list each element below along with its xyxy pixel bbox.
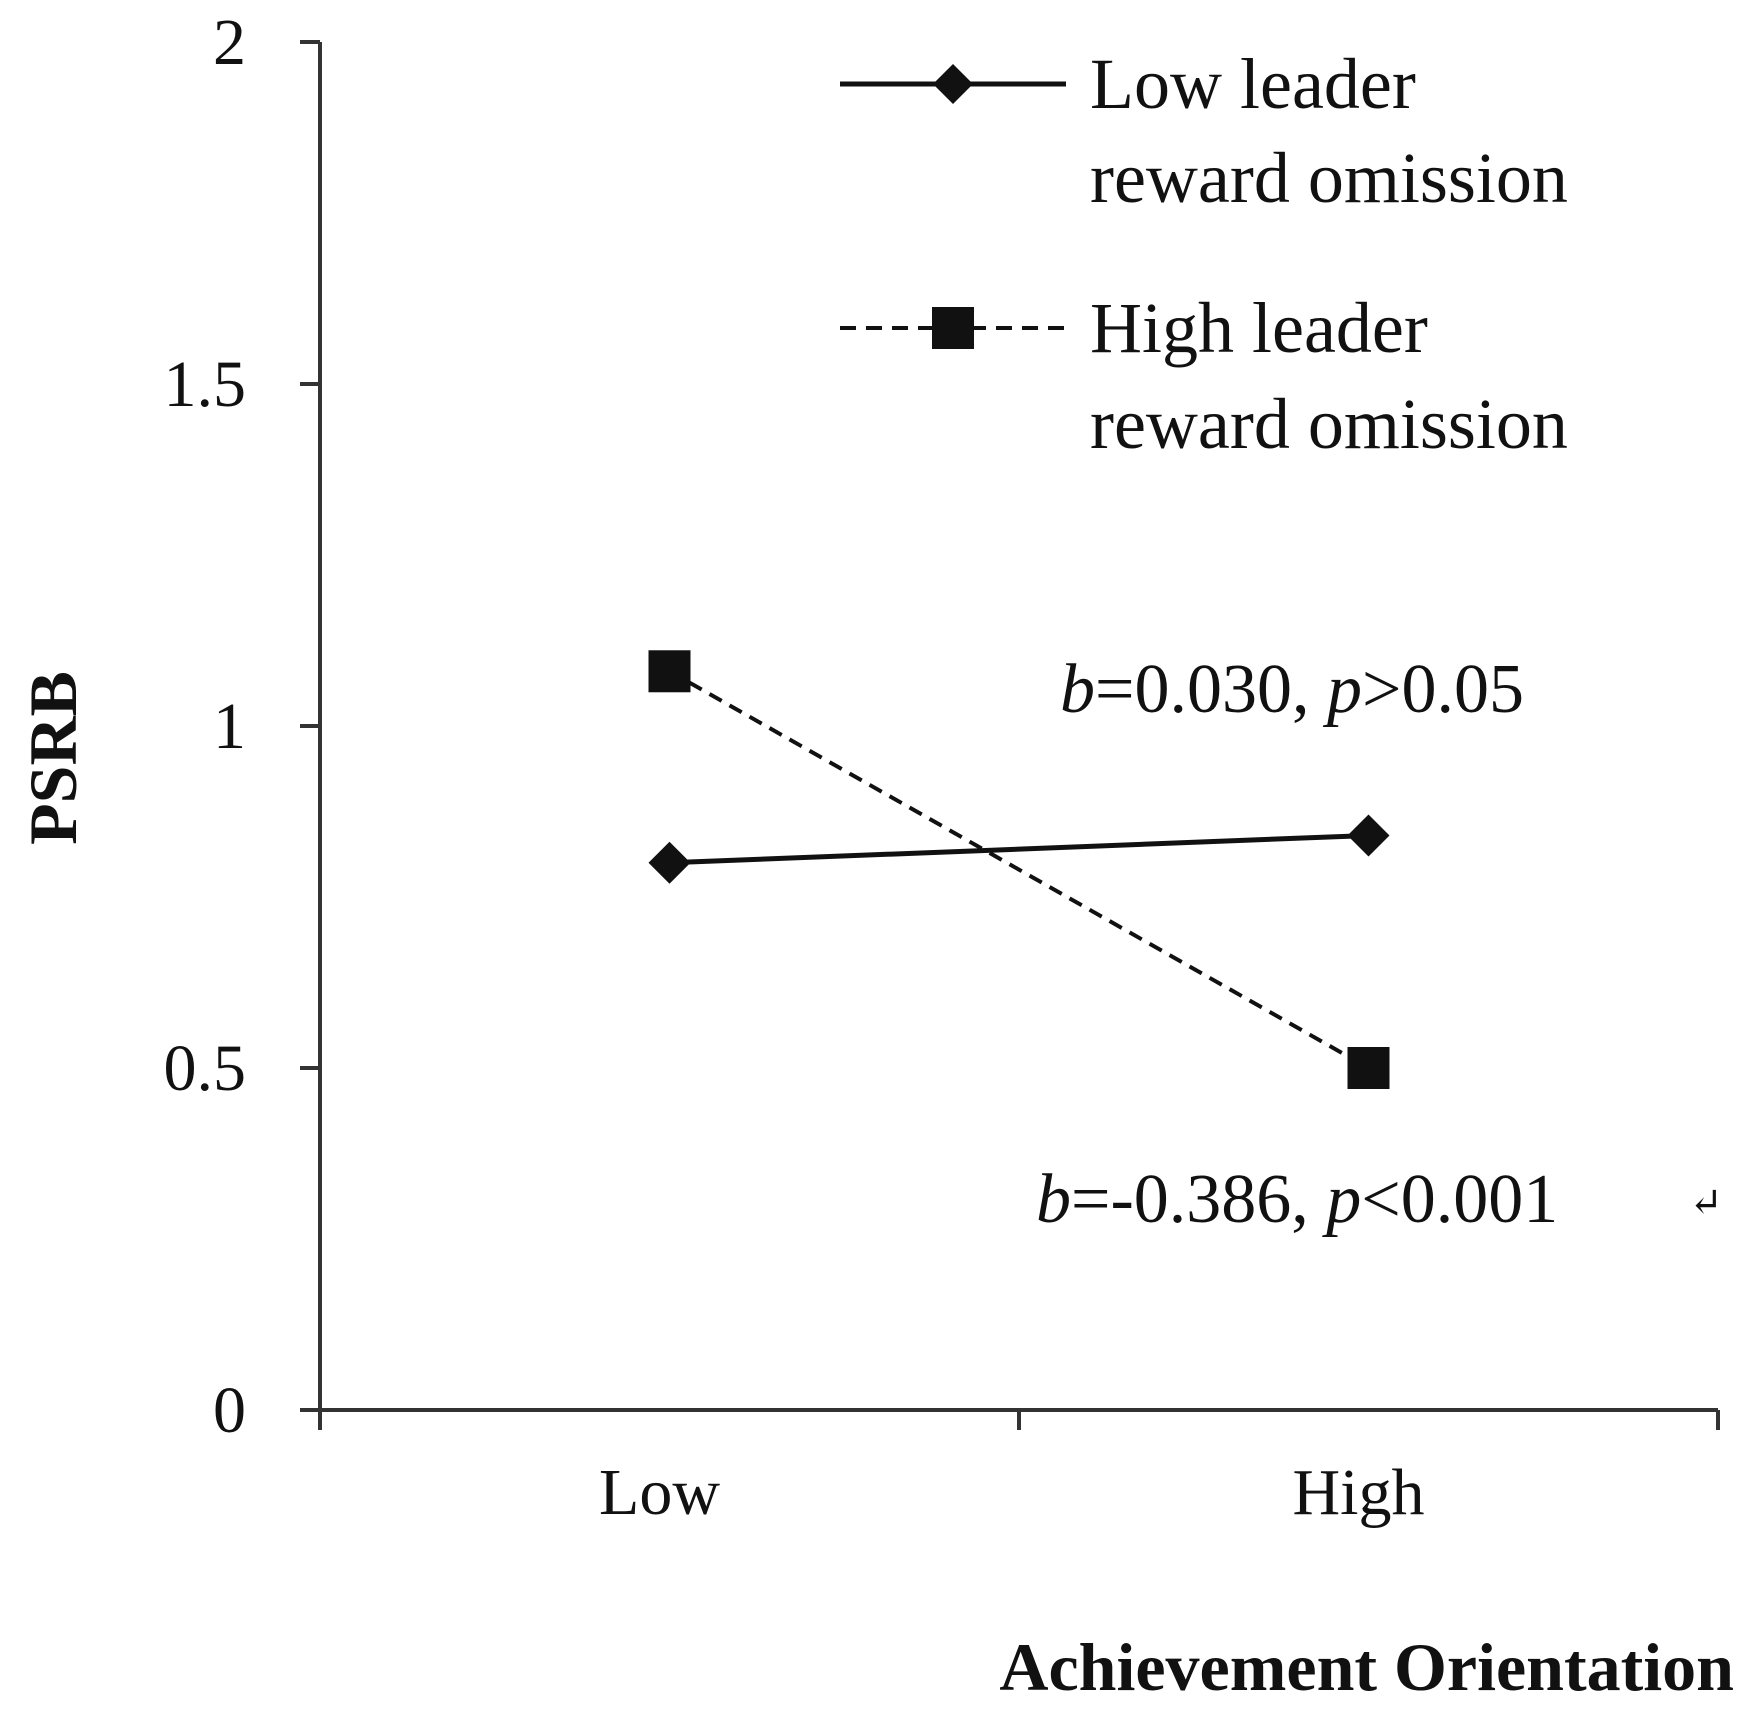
annotation-high-p-value: <0.001 <box>1361 1161 1558 1238</box>
series-line-low-reward-omission <box>669 832 1369 866</box>
data-point-diamond <box>1347 814 1390 857</box>
y-ticks: 0 0.5 1 1.5 2 <box>164 6 320 1447</box>
annotation-low-series: b=0.030, p>0.05 <box>1060 651 1524 728</box>
legend-item-high: High leader reward omission <box>840 288 1568 464</box>
legend-label-low-line1: Low leader <box>1090 44 1416 124</box>
data-point-square <box>648 650 691 693</box>
annotation-high-series: b=-0.386, p<0.001 <box>1036 1161 1558 1238</box>
annotation-low-b-symbol: b <box>1060 651 1095 728</box>
legend-marker-square <box>932 307 974 349</box>
legend: Low leader reward omission High leader r… <box>840 44 1568 464</box>
annotation-low-b-value: =0.030, <box>1095 651 1327 728</box>
y-tick-label: 2 <box>213 6 246 79</box>
y-tick-label: 0.5 <box>164 1032 247 1105</box>
x-tick-label: High <box>1293 1456 1425 1529</box>
y-tick-label: 1.5 <box>164 348 247 421</box>
y-tick-label: 0 <box>213 1374 246 1447</box>
legend-label-high-line2: reward omission <box>1090 384 1568 464</box>
annotation-high-b-symbol: b <box>1036 1161 1071 1238</box>
annotation-high-p-symbol: p <box>1321 1161 1361 1238</box>
annotation-high-b-value: =-0.386, <box>1071 1161 1326 1238</box>
x-ticks: Low High <box>318 1410 1720 1529</box>
legend-label-high-line1: High leader <box>1090 288 1428 368</box>
annotation-low-p-value: >0.05 <box>1362 651 1524 728</box>
legend-marker-diamond <box>933 64 973 104</box>
data-point-square <box>1347 1047 1390 1089</box>
series-layer <box>648 650 1390 1089</box>
x-tick-label: Low <box>599 1456 720 1529</box>
x-axis-title: Achievement Orientation <box>999 1629 1734 1705</box>
legend-label-low-line2: reward omission <box>1090 138 1568 218</box>
legend-item-low: Low leader reward omission <box>840 44 1568 218</box>
data-point-diamond <box>648 841 691 884</box>
y-axis-title: PSRB <box>15 671 91 845</box>
annotation-low-p-symbol: p <box>1322 651 1362 728</box>
annotation-high-return-mark: ↵ <box>1689 1180 1723 1225</box>
series-line-high-reward-omission <box>668 669 1370 1070</box>
y-tick-label: 1 <box>213 690 246 763</box>
